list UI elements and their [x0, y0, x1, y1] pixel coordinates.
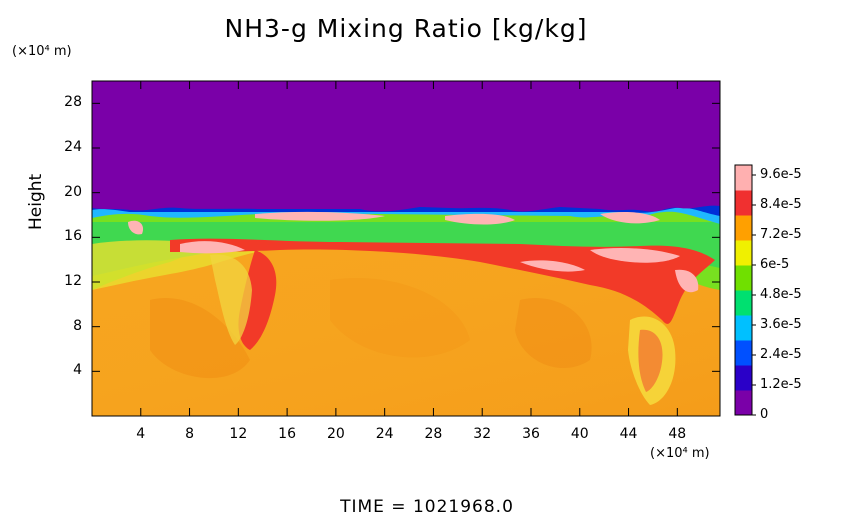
y-tick-label: 16	[64, 228, 82, 245]
x-axis-unit: (×10⁴ m)	[650, 446, 710, 461]
colorbar-swatch	[735, 365, 752, 391]
colorbar-swatch	[735, 215, 752, 241]
colorbar-swatch	[735, 265, 752, 291]
colorbar-swatch	[735, 290, 752, 316]
y-axis-unit: (×10⁴ m)	[12, 44, 72, 59]
x-tick-label: 20	[326, 426, 345, 442]
x-tick-label: 44	[619, 426, 638, 442]
colorbar-swatch	[735, 190, 752, 216]
y-tick-label: 28	[64, 94, 82, 111]
chart-title: NH3-g Mixing Ratio [kg/kg]	[224, 14, 588, 43]
plot-frame	[91, 80, 721, 417]
x-tick-label: 28	[424, 426, 443, 442]
x-tick-label: 16	[278, 426, 296, 442]
heatmap-field	[92, 81, 720, 416]
y-tick-label: 12	[64, 273, 82, 289]
x-tick-label: 48	[668, 426, 687, 442]
x-tick-label: 36	[522, 426, 540, 442]
colorbar-swatch	[735, 315, 752, 341]
colorbar-frame	[734, 164, 753, 416]
colorbar-tick-label: 8.4e-5	[760, 197, 802, 212]
x-tick-label: 12	[229, 426, 248, 442]
x-tick-label: 4	[136, 426, 146, 442]
colorbar-tick-label: 2.4e-5	[760, 347, 802, 362]
colorbar-tick-label: 1.2e-5	[760, 377, 802, 392]
colorbar	[734, 164, 756, 416]
colorbar-tick-label: 7.2e-5	[760, 227, 802, 242]
colorbar-tick-label: 4.8e-5	[760, 287, 802, 302]
colorbar-swatch	[735, 390, 752, 416]
x-tick-label: 8	[185, 426, 194, 442]
colorbar-swatch	[735, 165, 752, 191]
colorbar-swatch	[735, 240, 752, 266]
colorbar-swatch	[735, 340, 752, 366]
y-tick-label: 24	[64, 139, 82, 155]
y-tick-label: 8	[73, 317, 82, 334]
x-tick-label: 40	[570, 426, 589, 442]
colorbar-tick-label: 9.6e-5	[760, 167, 802, 182]
y-tick-label: 4	[73, 362, 82, 379]
colorbar-tick-label: 3.6e-5	[760, 317, 802, 332]
y-tick-label: 20	[64, 183, 82, 200]
colorbar-tick-label: 6e-5	[760, 257, 790, 272]
x-tick-label: 32	[473, 426, 492, 442]
x-tick-label: 24	[375, 426, 394, 442]
colorbar-tick-label: 0	[760, 407, 769, 422]
time-readout: TIME = 1021968.0	[340, 497, 514, 517]
